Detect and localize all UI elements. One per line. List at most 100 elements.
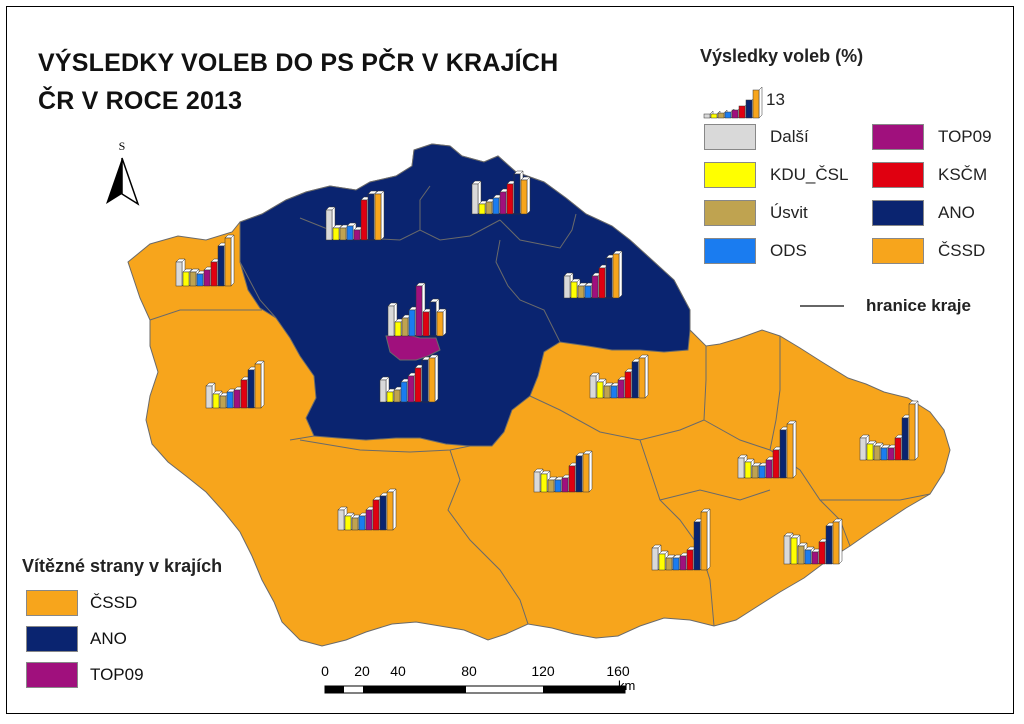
legend-swatch <box>704 162 756 188</box>
chart-bar <box>825 525 833 565</box>
chart-bar <box>894 437 902 461</box>
region-chart-5 <box>563 250 623 299</box>
chart-bar <box>744 461 752 479</box>
chart-bar <box>797 545 805 565</box>
region-chart-0 <box>325 190 385 241</box>
chart-bar <box>254 363 262 409</box>
legend-swatch <box>872 124 924 150</box>
region-chart-10 <box>737 420 797 479</box>
scale-tick-label: 80 <box>461 663 477 679</box>
winner-legend-item-1: ANO <box>26 626 127 652</box>
legend-party-0: Další <box>704 124 809 150</box>
chart-bar <box>818 541 826 565</box>
chart-bar <box>506 183 514 215</box>
chart-bar <box>421 359 429 403</box>
chart-bar <box>436 311 444 337</box>
chart-bar <box>332 227 340 241</box>
chart-bar <box>658 553 666 571</box>
chart-bar-side <box>914 400 919 461</box>
chart-bar <box>582 453 590 493</box>
region-chart-13 <box>783 518 843 565</box>
chart-bar <box>570 281 578 299</box>
legend-party-label: TOP09 <box>938 127 992 146</box>
chart-bar <box>203 269 211 287</box>
chart-bar <box>205 385 213 409</box>
chart-bar <box>651 547 659 571</box>
region-chart-11 <box>859 400 919 461</box>
chart-bar <box>700 511 708 571</box>
chart-bar <box>568 465 576 493</box>
chart-bar <box>499 191 507 215</box>
region-chart-4 <box>379 354 439 403</box>
sample-bar <box>703 113 711 119</box>
scale-tick-label: 0 <box>321 663 329 679</box>
region-chart-7 <box>589 354 649 399</box>
chart-bar <box>866 443 874 461</box>
legend-swatch <box>704 200 756 226</box>
sample-bar <box>731 109 739 119</box>
chart-bar <box>401 317 409 337</box>
chart-bar <box>233 389 241 409</box>
chart-bar <box>374 193 382 241</box>
legend-swatch <box>704 124 756 150</box>
chart-bar <box>589 375 597 399</box>
scale-tick-label: 40 <box>390 663 406 679</box>
chart-bar <box>547 479 555 493</box>
region-chart-2 <box>175 234 235 287</box>
chart-bar-side <box>230 234 235 287</box>
chart-bar <box>811 551 819 565</box>
chart-bar <box>339 227 347 241</box>
sample-bar <box>724 111 732 119</box>
chart-bar <box>577 285 585 299</box>
chart-bar <box>779 429 787 479</box>
chart-bar <box>790 537 798 565</box>
region-bar-charts <box>175 170 919 571</box>
chart-bar <box>873 445 881 461</box>
winner-swatch <box>26 590 78 616</box>
chart-bar <box>428 357 436 403</box>
chart-bar-side <box>392 488 397 531</box>
winner-legend-item-0: ČSSD <box>26 590 137 616</box>
chart-bar <box>598 267 606 299</box>
chart-bar <box>575 455 583 493</box>
chart-bar <box>751 465 759 479</box>
chart-bar <box>247 369 255 409</box>
region-chart-8 <box>533 450 593 493</box>
chart-bar <box>859 437 867 461</box>
chart-bar <box>672 557 680 571</box>
chart-bar <box>337 509 345 531</box>
region-chart-12 <box>651 508 711 571</box>
winner-swatch <box>26 662 78 688</box>
chart-bar <box>358 515 366 531</box>
chart-bar-side <box>618 250 623 299</box>
chart-bar <box>210 261 218 287</box>
north-arrow-icon: S <box>106 139 140 206</box>
chart-bar <box>175 261 183 287</box>
chart-bar <box>344 515 352 531</box>
chart-bar <box>393 389 401 403</box>
chart-bar-side <box>838 518 843 565</box>
chart-bar <box>758 465 766 479</box>
chart-bar <box>422 311 430 337</box>
sample-bar <box>752 89 760 119</box>
chart-bar <box>610 385 618 399</box>
chart-bar <box>765 459 773 479</box>
results-legend-title: Výsledky voleb (%) <box>700 46 864 66</box>
chart-bar <box>379 379 387 403</box>
legend-swatch <box>704 238 756 264</box>
chart-bar <box>353 229 361 241</box>
chart-bar <box>612 253 620 299</box>
chart-bar-side <box>706 508 711 571</box>
chart-bar <box>880 447 888 461</box>
chart-bar <box>561 477 569 493</box>
chart-bar <box>372 499 380 531</box>
winner-label: TOP09 <box>90 665 144 684</box>
chart-bar <box>492 197 500 215</box>
title-line-1: VÝSLEDKY VOLEB DO PS PČR V KRAJÍCH <box>38 49 559 77</box>
chart-bar <box>638 357 646 399</box>
region-boundaries <box>149 185 931 627</box>
winner-label: ANO <box>90 629 127 648</box>
chart-bar <box>804 549 812 565</box>
legend-size-sample-icon <box>703 86 763 119</box>
chart-bar <box>783 535 791 565</box>
